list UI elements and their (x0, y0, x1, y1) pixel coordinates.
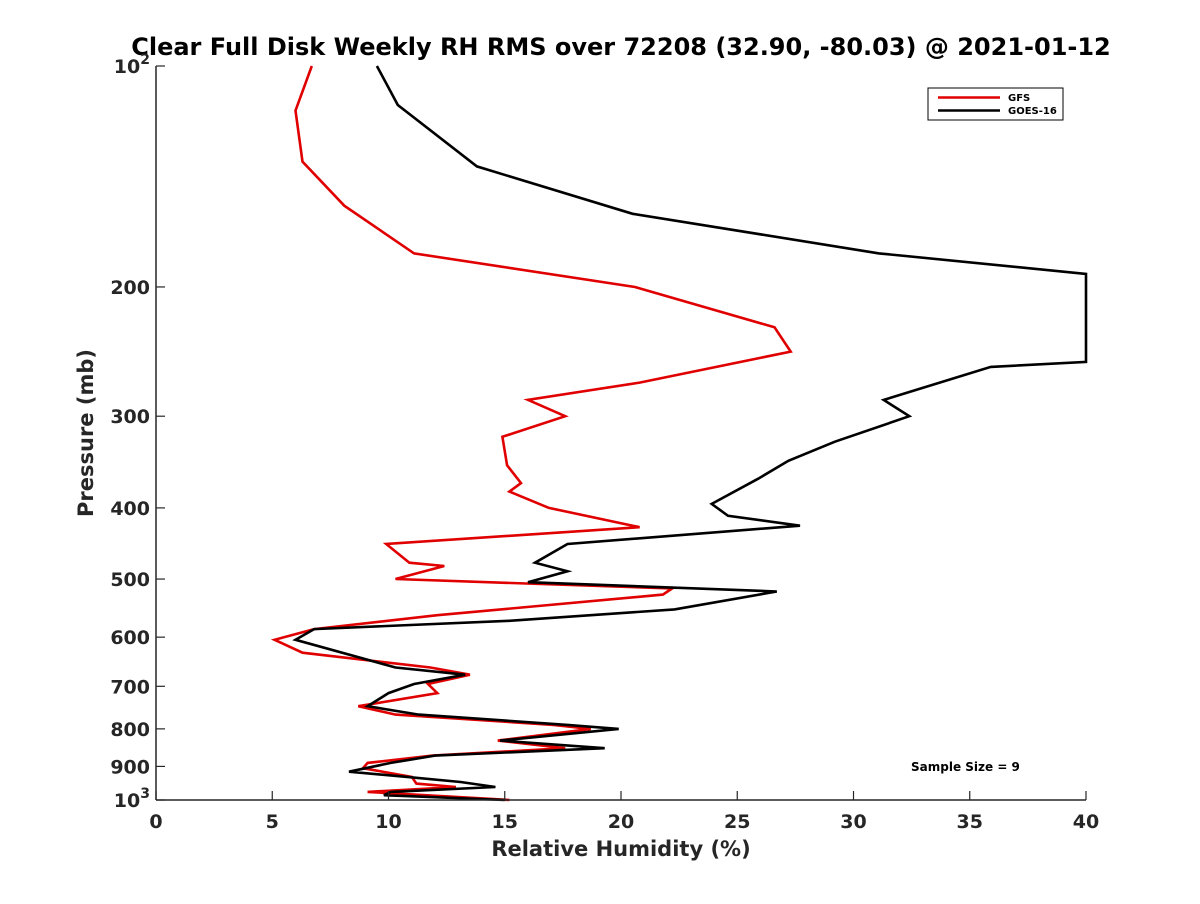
y-tick-label-900: 900 (110, 756, 150, 778)
y-tick-label-300: 300 (110, 406, 150, 428)
y-axis-label: Pressure (mb) (74, 349, 98, 517)
x-tick-label-5: 5 (266, 811, 279, 833)
y-tick-label-800: 800 (110, 719, 150, 741)
x-tick-label-0: 0 (149, 811, 162, 833)
x-tick-label-30: 30 (840, 811, 866, 833)
series-line-gfs (270, 65, 793, 802)
x-axis-ticks: 0 5 10 15 20 25 30 35 40 (149, 791, 1099, 833)
y-tick-label-600: 600 (110, 627, 150, 649)
x-tick-label-35: 35 (957, 811, 983, 833)
y-tick-label-400: 400 (110, 498, 150, 520)
x-tick-label-40: 40 (1073, 811, 1099, 833)
x-axis-label: Relative Humidity (%) (491, 837, 750, 861)
series-line-goes-16 (292, 65, 1088, 802)
chart-title: Clear Full Disk Weekly RH RMS over 72208… (131, 33, 1111, 61)
legend-label-gfs: GFS (1008, 93, 1030, 104)
y-tick-label-200: 200 (110, 277, 150, 299)
x-tick-label-10: 10 (375, 811, 401, 833)
y-tick-label-100: 102 (114, 52, 150, 78)
legend-box (927, 87, 1064, 121)
y-axis-ticks: 102 200 300 400 500 600 700 800 900 103 (110, 52, 165, 812)
plot-frame (156, 66, 1086, 800)
sample-size-annotation: Sample Size = 9 (911, 760, 1020, 774)
y-tick-label-700: 700 (110, 676, 150, 698)
plot-area (270, 65, 1088, 802)
x-tick-label-25: 25 (724, 811, 750, 833)
y-tick-label-500: 500 (110, 569, 150, 591)
legend-label-goes-16: GOES-16 (1008, 106, 1057, 117)
x-tick-label-15: 15 (492, 811, 518, 833)
y-tick-label-1000: 103 (114, 786, 150, 812)
x-tick-label-20: 20 (608, 811, 634, 833)
legend: GFS GOES-16 (927, 87, 1064, 121)
